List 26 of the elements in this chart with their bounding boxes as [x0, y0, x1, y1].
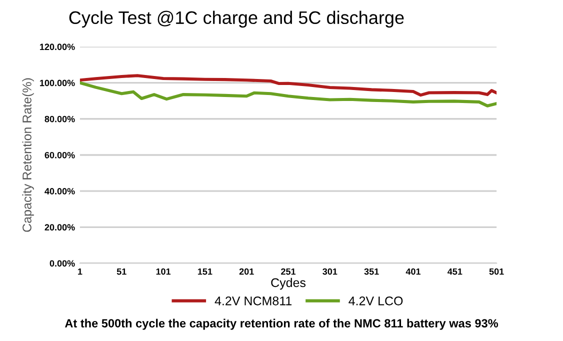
- line-series: [80, 81, 497, 108]
- y-axis-title: Capacity Retention Rate(%): [22, 78, 34, 232]
- x-tick-label: 351: [364, 268, 379, 275]
- y-tick-label: 60.00%: [44, 152, 75, 158]
- x-tick-label: 101: [156, 268, 171, 275]
- y-tick-label: 20.00%: [44, 224, 75, 231]
- x-tick-label: 301: [322, 268, 338, 275]
- y-tick-label: 40.00%: [44, 188, 75, 194]
- y-tick-label: 100.00%: [40, 80, 75, 86]
- legend-label: 4.2V LCO: [348, 296, 403, 306]
- y-tick-label: 80.00%: [44, 116, 75, 122]
- chart-title: Cycle Test @1C charge and 5C discharge: [69, 10, 404, 28]
- y-tick-label: 0.00%: [50, 260, 75, 267]
- x-axis-title: Cydes: [271, 278, 306, 290]
- x-tick-label: 51: [116, 268, 126, 275]
- legend-label: 4.2V NCM811: [214, 296, 292, 306]
- x-tick-label: 251: [281, 268, 296, 275]
- x-tick-label: 451: [448, 268, 462, 275]
- x-tick-label: 201: [239, 268, 254, 275]
- x-tick-label: 1: [78, 268, 82, 275]
- x-tick-label: 151: [198, 268, 212, 275]
- x-tick-label: 501: [489, 268, 504, 275]
- text: At the 500th cycle the capacity retention rate of the NMC 811 battery was 93%: [64, 318, 498, 330]
- y-tick-label: 120.00%: [40, 44, 75, 50]
- line-series: [80, 74, 497, 97]
- x-tick-label: 401: [406, 268, 421, 275]
